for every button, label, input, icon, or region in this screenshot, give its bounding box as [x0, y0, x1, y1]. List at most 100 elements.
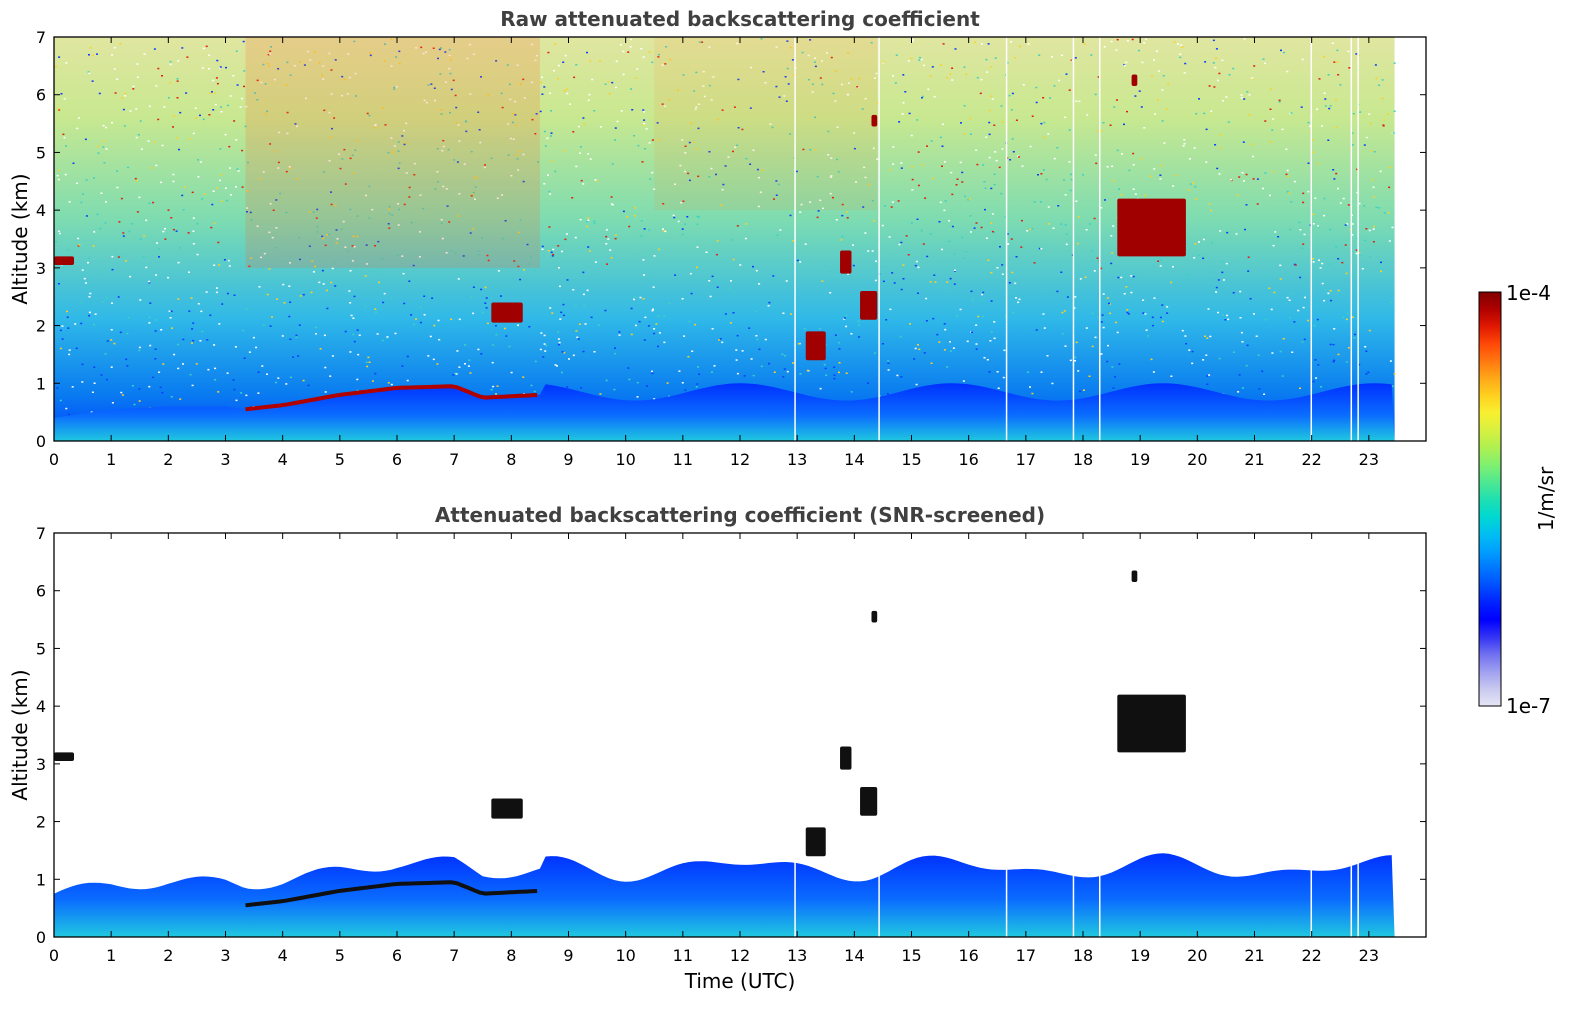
daylight-noise-band-2	[654, 37, 878, 211]
x-tick-label: 20	[1187, 450, 1207, 469]
x-tick-label: 0	[49, 946, 59, 965]
y-tick-label: 0	[36, 928, 46, 947]
cloud-feature-7	[805, 331, 826, 361]
snr-screened-panel: Attenuated backscattering coefficient (S…	[8, 503, 1427, 993]
panel1-image	[54, 37, 1396, 441]
panel2-image	[54, 533, 1395, 937]
x-tick-label: 3	[220, 946, 230, 965]
y-tick-label: 5	[36, 143, 46, 162]
x-tick-label: 14	[844, 450, 864, 469]
dropout-line-7	[1357, 37, 1359, 441]
cloud-feature-4	[1131, 74, 1138, 87]
aerosol-layer-top	[245, 880, 538, 908]
y-tick-label: 2	[36, 813, 46, 832]
y-tick-label: 6	[36, 86, 46, 105]
x-tick-label: 5	[335, 450, 345, 469]
x-tick-label: 10	[615, 946, 635, 965]
x-tick-label: 8	[506, 946, 516, 965]
aerosol-layer-top	[245, 384, 538, 412]
x-tick-label: 11	[673, 946, 693, 965]
x-tick-label: 6	[392, 450, 402, 469]
dropout-line-0	[794, 533, 796, 937]
dropout-line-2	[1005, 37, 1008, 441]
x-tick-label: 20	[1187, 946, 1207, 965]
y-tick-label: 0	[36, 432, 46, 451]
daylight-noise-band	[245, 37, 540, 268]
colorbar: 1e-4 1e-7 1/m/sr	[1478, 281, 1558, 718]
colorbar-min-label: 1e-7	[1506, 694, 1551, 718]
boundary-layer	[54, 853, 1395, 937]
panel1-title: Raw attenuated backscattering coefficien…	[500, 7, 980, 31]
x-tick-label: 1	[106, 946, 116, 965]
x-tick-label: 17	[1016, 946, 1036, 965]
dropout-line-3	[1072, 37, 1075, 441]
x-tick-label: 6	[392, 946, 402, 965]
x-tick-label: 12	[730, 946, 750, 965]
x-tick-label: 19	[1130, 946, 1150, 965]
panel1-x-ticks: 0 1 2 3 4 5 6 7 8 9 10 11 12 13 14 15 16 17 18 19 20 21 22 23	[49, 37, 1379, 469]
x-tick-label: 22	[1301, 946, 1321, 965]
dropout-line-6	[1350, 37, 1353, 441]
cloud-feature-3	[871, 114, 878, 127]
x-tick-label: 15	[901, 450, 921, 469]
panel2-xlabel: Time (UTC)	[684, 969, 796, 993]
y-tick-label: 5	[36, 639, 46, 658]
cloud-feature-5	[1117, 198, 1186, 257]
cloud-feature-2	[840, 746, 852, 770]
cloud-feature-0	[54, 752, 75, 761]
x-tick-label: 23	[1359, 450, 1379, 469]
y-tick-label: 6	[36, 582, 46, 601]
dropout-line-7	[1357, 533, 1359, 937]
y-tick-label: 4	[36, 697, 46, 716]
x-tick-label: 0	[49, 450, 59, 469]
x-tick-label: 13	[787, 946, 807, 965]
y-tick-label: 7	[36, 28, 46, 47]
x-tick-label: 16	[958, 946, 978, 965]
cloud-feature-4	[1131, 570, 1138, 583]
y-tick-label: 1	[36, 374, 46, 393]
x-tick-label: 14	[844, 946, 864, 965]
colorbar-unit-label: 1/m/sr	[1534, 466, 1558, 531]
cloud-feature-0	[54, 256, 75, 265]
dropout-line-5	[1310, 37, 1313, 441]
panel2-x-ticks: 0 1 2 3 4 5 6 7 8 9 10 11 12 13 14 15 16 17 18 19 20 21 22 23	[49, 533, 1379, 965]
dropout-line-5	[1310, 533, 1313, 937]
dropout-line-6	[1350, 533, 1353, 937]
x-tick-label: 7	[449, 946, 459, 965]
dropout-line-4	[1099, 37, 1101, 441]
x-tick-label: 2	[163, 946, 173, 965]
x-tick-label: 19	[1130, 450, 1150, 469]
y-tick-label: 1	[36, 870, 46, 889]
cloud-feature-2	[840, 250, 852, 274]
cloud-feature-3	[871, 610, 878, 623]
x-tick-label: 1	[106, 450, 116, 469]
x-tick-label: 15	[901, 946, 921, 965]
y-tick-label: 7	[36, 524, 46, 543]
cloud-feature-1	[491, 302, 523, 323]
x-tick-label: 12	[730, 450, 750, 469]
x-tick-label: 7	[449, 450, 459, 469]
panel2-ylabel: Altitude (km)	[8, 669, 32, 800]
x-tick-label: 11	[673, 450, 693, 469]
x-tick-label: 17	[1016, 450, 1036, 469]
dropout-line-0	[794, 37, 796, 441]
x-tick-label: 10	[615, 450, 635, 469]
panel1-ylabel: Altitude (km)	[8, 173, 32, 304]
x-tick-label: 5	[335, 946, 345, 965]
panel2-title: Attenuated backscattering coefficient (S…	[435, 503, 1045, 527]
cloud-feature-5	[1117, 694, 1186, 753]
cloud-feature-7	[805, 827, 826, 857]
x-tick-label: 21	[1244, 946, 1264, 965]
x-tick-label: 4	[278, 450, 288, 469]
x-tick-label: 18	[1073, 450, 1093, 469]
y-tick-label: 3	[36, 755, 46, 774]
x-tick-label: 22	[1301, 450, 1321, 469]
x-tick-label: 16	[958, 450, 978, 469]
x-tick-label: 4	[278, 946, 288, 965]
colorbar-bar	[1478, 291, 1502, 707]
panel2-y-ticks: 0 1 2 3 4 5 6 7	[36, 524, 1426, 947]
boundary-layer	[54, 383, 1395, 441]
cloud-feature-1	[491, 798, 523, 819]
cloud-feature-6	[860, 290, 878, 320]
